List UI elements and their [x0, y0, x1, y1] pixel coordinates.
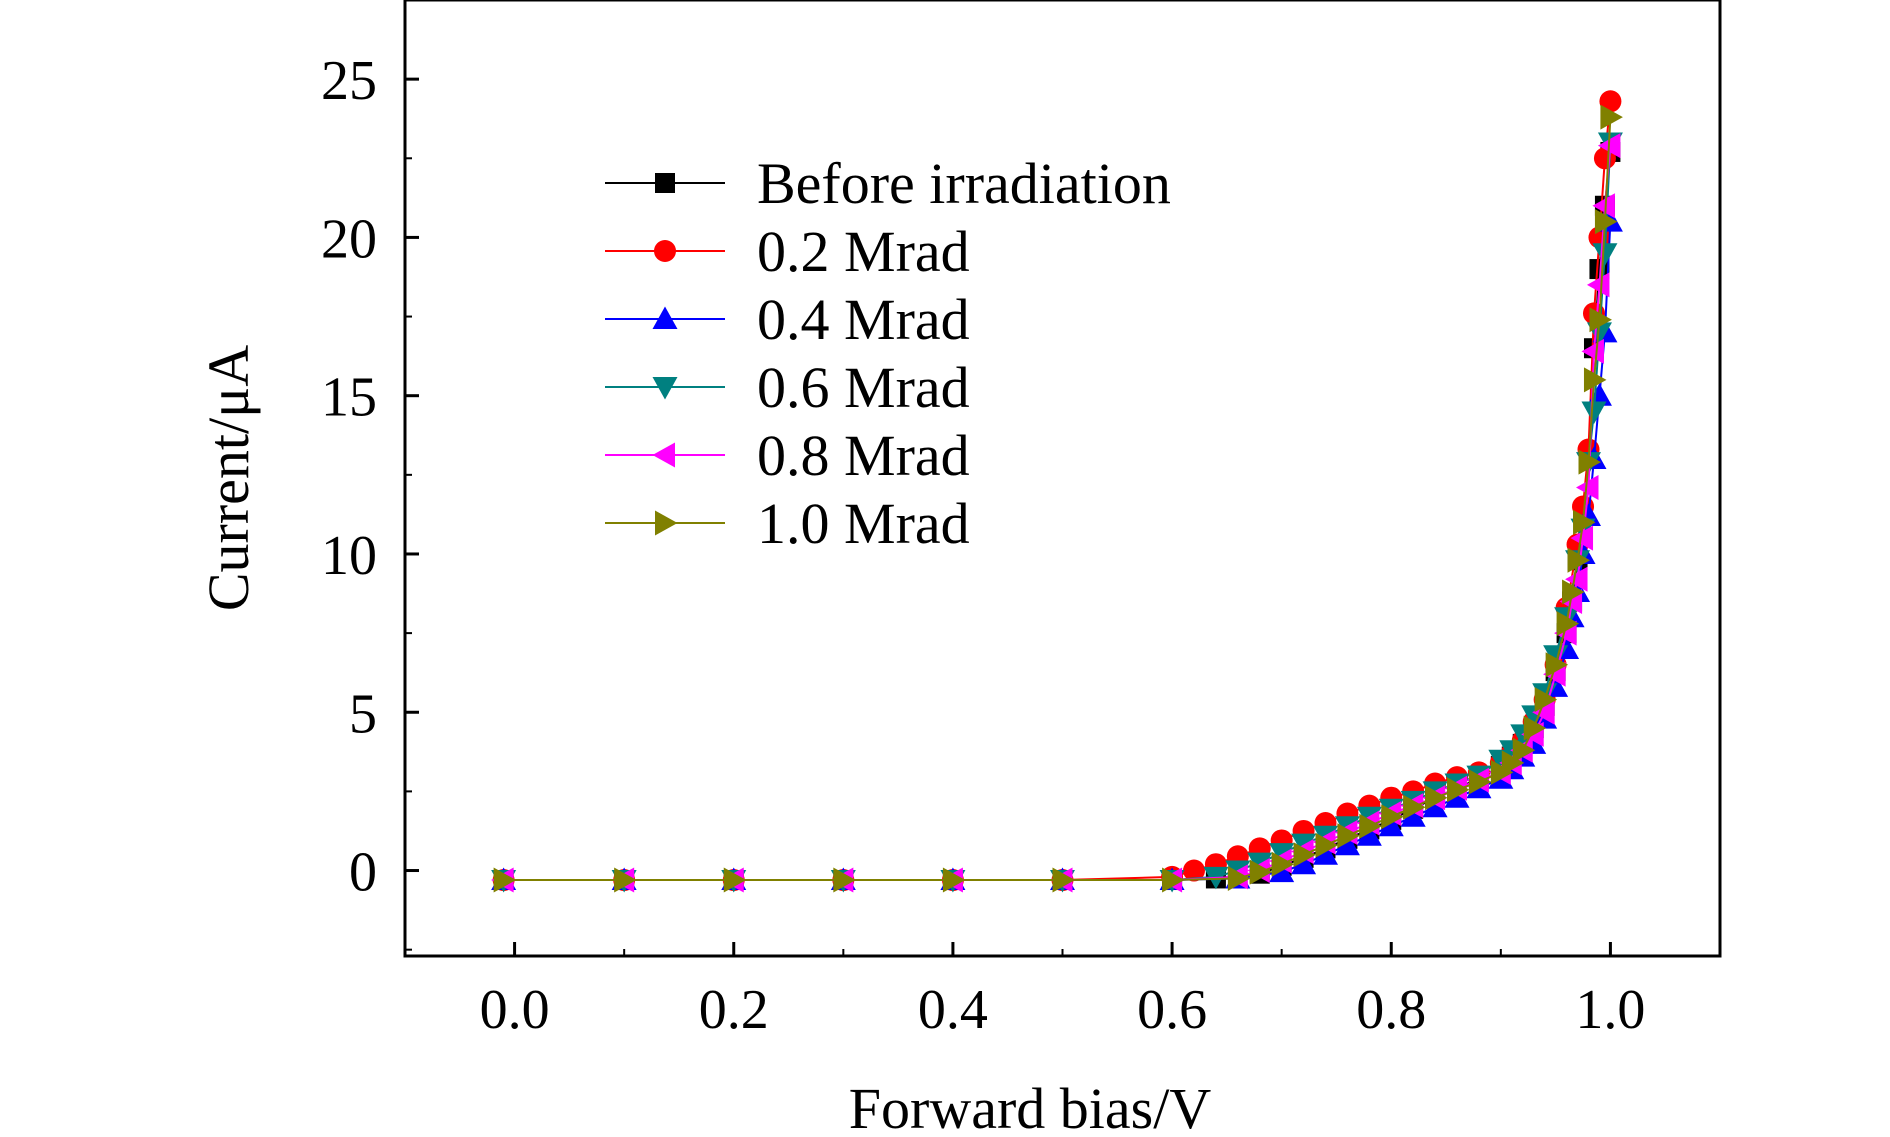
data-point — [1052, 867, 1075, 893]
y-tick-label: 0 — [349, 842, 377, 904]
data-point — [1359, 813, 1382, 839]
data-point — [1578, 449, 1601, 475]
x-tick-label: 0.8 — [1356, 979, 1426, 1041]
data-point — [1249, 859, 1273, 885]
y-tick-label: 5 — [349, 683, 377, 745]
x-tick-label: 0.4 — [918, 979, 988, 1041]
data-point — [723, 867, 747, 893]
data-point — [1425, 785, 1448, 811]
legend-marker — [654, 240, 676, 262]
y-tick-label: 15 — [321, 367, 377, 429]
data-point — [1583, 367, 1607, 393]
data-point — [942, 867, 966, 893]
data-point — [493, 867, 517, 893]
data-point — [1468, 769, 1492, 795]
data-point — [1356, 823, 1382, 846]
data-point — [1589, 307, 1612, 333]
data-point — [1534, 687, 1558, 713]
data-point — [1227, 865, 1251, 891]
data-point — [1586, 272, 1610, 298]
legend-label: 0.6 Mrad — [757, 355, 970, 420]
data-point — [1381, 804, 1404, 830]
plot-frame — [403, 0, 1722, 958]
y-tick-label: 10 — [321, 525, 377, 587]
data-point — [1400, 804, 1426, 827]
data-point — [1183, 859, 1205, 882]
data-point — [1501, 750, 1525, 776]
legend-marker — [652, 306, 678, 329]
data-point — [614, 867, 637, 893]
y-tick-label: 20 — [321, 208, 377, 270]
y-tick-label: 25 — [321, 50, 377, 112]
data-point — [1293, 842, 1317, 868]
data-point — [1512, 737, 1536, 763]
data-point — [1447, 777, 1470, 803]
data-point — [1581, 338, 1604, 364]
data-point — [1600, 104, 1623, 130]
data-point — [1315, 832, 1338, 858]
series-line — [503, 117, 1612, 881]
data-point — [1271, 851, 1295, 877]
data-point — [833, 867, 856, 893]
legend-label: 0.4 Mrad — [757, 287, 970, 352]
data-point — [1403, 794, 1426, 820]
x-tick-label: 0.2 — [699, 979, 769, 1041]
legend-marker — [655, 510, 678, 536]
x-tick-label: 0.6 — [1137, 979, 1207, 1041]
data-point — [1313, 842, 1338, 865]
data-point — [1576, 474, 1599, 500]
x-tick-label: 1.0 — [1575, 979, 1645, 1041]
data-point — [1532, 699, 1555, 725]
data-point — [1422, 794, 1448, 818]
legend-marker — [652, 442, 675, 468]
y-axis-ticks: 0 5 10 15 20 25 — [321, 0, 419, 951]
x-tick-label: 0.0 — [480, 979, 550, 1041]
series-layer — [491, 90, 1623, 893]
data-point — [1162, 867, 1185, 893]
data-point — [1567, 547, 1591, 573]
legend-label: Before irradiation — [757, 151, 1171, 216]
data-point — [1581, 401, 1607, 425]
legend-label: 1.0 Mrad — [757, 491, 970, 556]
series-line — [503, 101, 1612, 881]
series-line — [503, 151, 1612, 881]
data-point — [1378, 813, 1404, 837]
data-point — [1523, 715, 1547, 741]
series-5 — [493, 104, 1623, 893]
x-axis-ticks: 0.0 0.2 0.4 0.6 0.8 1.0 — [404, 942, 1721, 1041]
data-point — [1599, 90, 1622, 113]
data-point — [1592, 193, 1615, 219]
legend-marker — [652, 377, 678, 400]
data-point — [1592, 243, 1618, 266]
data-point — [1334, 832, 1360, 856]
data-point — [1573, 509, 1596, 535]
data-point — [1570, 525, 1594, 551]
data-point — [1337, 823, 1360, 849]
y-axis-label: Current/μA — [196, 345, 261, 611]
data-point — [1545, 652, 1569, 678]
data-point — [1562, 579, 1585, 605]
legend-label: 0.8 Mrad — [757, 423, 970, 488]
data-point — [1594, 209, 1618, 235]
x-axis-label: Forward bias/V — [849, 1076, 1212, 1137]
data-point — [1291, 851, 1317, 875]
data-point — [1565, 566, 1588, 592]
data-point — [1556, 611, 1580, 637]
legend-marker — [655, 173, 675, 193]
legend-label: 0.2 Mrad — [757, 219, 970, 284]
